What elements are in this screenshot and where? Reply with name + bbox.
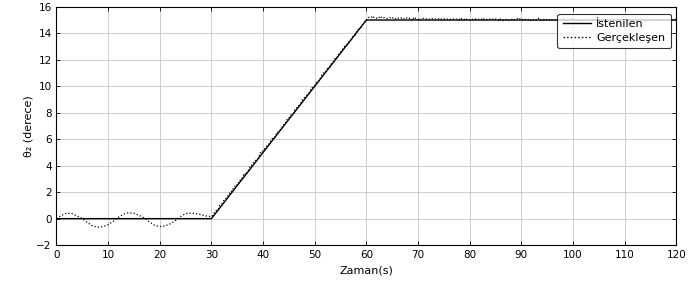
Gerçekleşen <box>599 18 608 21</box>
Gerçekleşen <box>666 19 675 22</box>
İstenilen <box>672 18 681 22</box>
Gerçekleşen <box>52 217 61 220</box>
Gerçekleşen <box>367 15 376 18</box>
Line: Gerçekleşen: Gerçekleşen <box>56 17 677 227</box>
Gerçekleşen <box>400 17 408 21</box>
Line: İstenilen: İstenilen <box>56 20 677 219</box>
Gerçekleşen <box>672 20 681 23</box>
İstenilen <box>362 18 371 22</box>
İstenilen <box>52 217 61 220</box>
Gerçekleşen <box>468 18 476 21</box>
Gerçekleşen <box>644 18 652 22</box>
Gerçekleşen <box>460 17 468 20</box>
Y-axis label: θ₂ (derece): θ₂ (derece) <box>23 95 34 157</box>
Legend: İstenilen, Gerçekleşen: İstenilen, Gerçekleşen <box>557 14 671 48</box>
İstenilen <box>207 217 216 220</box>
Gerçekleşen <box>94 225 102 229</box>
X-axis label: Zaman(s): Zaman(s) <box>340 266 393 275</box>
